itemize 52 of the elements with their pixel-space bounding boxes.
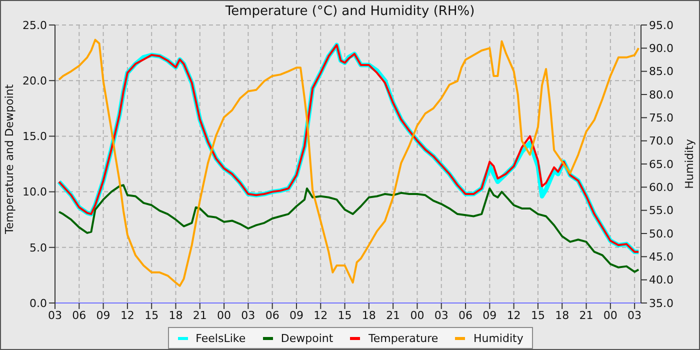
x-tick-label: 03 [241, 308, 256, 322]
y-tick-label: 10.0 [22, 186, 47, 199]
y2-tick-label: 95.0 [649, 18, 674, 32]
x-tick-label: 09 [96, 308, 110, 322]
x-tick-label: 00 [217, 308, 232, 322]
legend-label: Temperature [368, 332, 438, 344]
x-tick-label: 12 [120, 308, 134, 322]
x-tick-label: 18 [168, 308, 183, 322]
legend-label: Dewpoint [280, 332, 334, 344]
x-tick-label: 18 [362, 308, 376, 322]
x-tick-label: 21 [579, 308, 594, 322]
y2-tick-label: 60.0 [649, 181, 674, 194]
x-tick-label: 15 [338, 308, 352, 322]
y2-tick-label: 90.0 [649, 42, 674, 56]
y2-tick-label: 65.0 [649, 158, 674, 171]
y2-tick-label: 80.0 [649, 88, 674, 102]
y-tick-label: 5.0 [30, 241, 47, 254]
y-tick-label: 25.0 [22, 18, 47, 32]
x-tick-label: 15 [530, 308, 545, 322]
legend-label: FeelsLike [196, 332, 246, 344]
x-tick-label: 09 [289, 308, 304, 322]
y2-tick-label: 40.0 [649, 274, 674, 287]
x-tick-label: 00 [603, 308, 618, 322]
y2-tick-label: 55.0 [649, 204, 674, 218]
x-tick-label: 00 [410, 308, 424, 322]
y2-tick-label: 35.0 [649, 296, 674, 310]
x-tick-label: 03 [628, 308, 642, 322]
x-tick-label: 06 [265, 308, 280, 322]
y2-tick-label: 85.0 [649, 65, 674, 78]
y-tick-label: 0.0 [30, 296, 47, 310]
x-tick-label: 03 [48, 308, 62, 322]
legend-label: Humidity [473, 332, 524, 344]
x-tick-label: 21 [192, 308, 207, 322]
y-tick-label: 20.0 [22, 74, 47, 88]
chart-title: Temperature (°C) and Humidity (RH%) [224, 4, 476, 19]
y2-tick-label: 45.0 [649, 250, 674, 264]
x-tick-label: 09 [482, 308, 497, 322]
x-tick-label: 12 [506, 308, 521, 322]
x-tick-label: 03 [434, 308, 448, 322]
x-tick-label: 12 [314, 308, 328, 322]
x-tick-label: 06 [72, 308, 86, 322]
line-series [58, 184, 640, 273]
y2-tick-label: 50.0 [649, 227, 674, 240]
y-tick-label: 15.0 [22, 130, 47, 144]
y2-tick-label: 75.0 [649, 112, 674, 125]
x-tick-label: 06 [458, 308, 473, 322]
y2-tick-label: 70.0 [649, 134, 674, 148]
x-tick-label: 15 [144, 308, 159, 322]
x-tick-label: 21 [386, 308, 400, 322]
y2-axis-title: Humidity [682, 138, 696, 189]
y-axis-title: Temperature and Dewpoint [2, 84, 16, 235]
x-tick-label: 18 [555, 308, 570, 322]
